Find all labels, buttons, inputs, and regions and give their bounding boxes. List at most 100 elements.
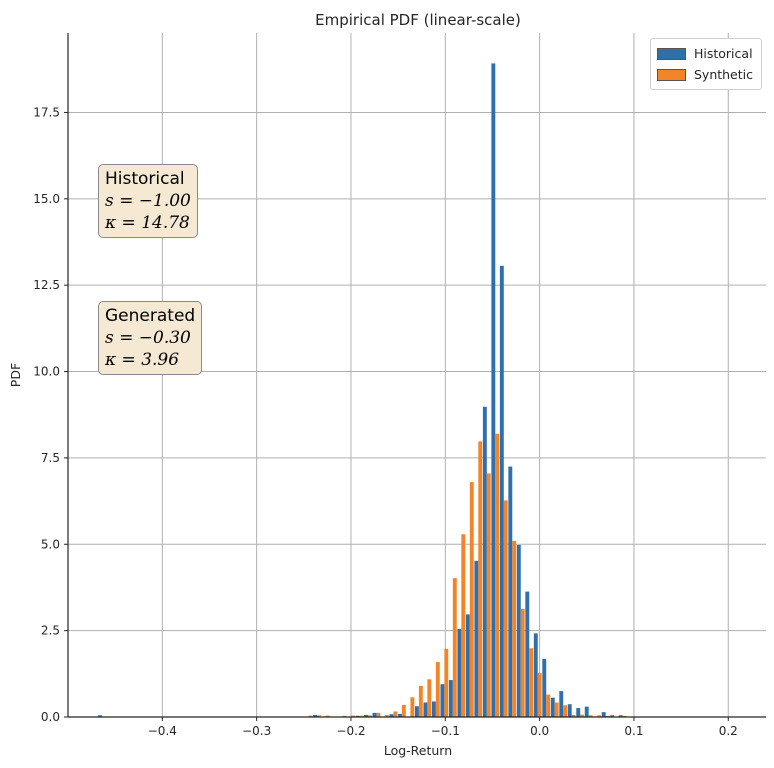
bar-historical <box>398 713 402 717</box>
bar-historical <box>474 560 479 717</box>
bar-synthetic <box>503 500 508 717</box>
bar-synthetic <box>325 715 330 717</box>
bar-synthetic <box>444 648 449 717</box>
y-tick-label: 0.0 <box>41 710 60 724</box>
bar-historical <box>499 265 504 717</box>
annotation-generated-stats: Generated s = −0.30 κ = 3.96 <box>98 301 203 375</box>
bar-synthetic <box>537 673 542 717</box>
bar-synthetic <box>461 534 466 717</box>
x-tick-label: −0.2 <box>336 724 365 738</box>
annotation-historical-stats: Historical s = −1.00 κ = 14.78 <box>98 164 198 238</box>
bar-synthetic <box>546 694 551 717</box>
bar-historical <box>389 714 394 717</box>
bar-synthetic <box>580 714 585 717</box>
axes <box>64 33 766 721</box>
bar-historical <box>584 706 589 717</box>
bar-synthetic <box>495 433 500 717</box>
bar-historical <box>559 691 564 717</box>
y-axis-label: PDF <box>8 363 23 387</box>
bar-synthetic <box>393 711 398 717</box>
bar-synthetic <box>410 697 415 717</box>
bar-historical <box>601 712 606 717</box>
x-tick-label: 0.0 <box>530 724 549 738</box>
bar-historical <box>533 633 538 717</box>
y-tick-label: 15.0 <box>33 192 60 206</box>
bar-synthetic <box>588 715 593 717</box>
bar-historical <box>448 680 453 717</box>
legend-swatch-historical <box>656 47 686 60</box>
bar-historical <box>567 704 572 717</box>
legend-swatch-synthetic <box>656 68 686 81</box>
annotation-generated-kurtosis: κ = 3.96 <box>105 350 180 370</box>
x-axis-label: Log-Return <box>384 743 452 758</box>
bar-synthetic <box>367 715 372 717</box>
bar-synthetic <box>418 685 423 717</box>
bars <box>98 63 627 717</box>
bar-synthetic <box>563 705 568 717</box>
bar-historical <box>313 714 318 717</box>
bar-historical <box>525 591 530 717</box>
bar-historical <box>482 406 487 717</box>
bar-synthetic <box>376 712 381 717</box>
bar-historical <box>491 63 496 717</box>
annotation-generated-skew: s = −0.30 <box>105 328 191 348</box>
bar-historical <box>542 658 547 717</box>
bar-synthetic <box>597 715 602 717</box>
bar-historical <box>414 706 419 717</box>
bar-historical <box>610 715 615 717</box>
legend-item-historical: Historical <box>656 43 753 64</box>
y-tick-label: 7.5 <box>41 451 60 465</box>
bar-historical <box>431 701 436 717</box>
x-tick-label: −0.3 <box>242 724 271 738</box>
tick-labels: −0.4 −0.3 −0.2 −0.1 0.0 0.1 0.2 0.0 2.5 5.0 7.5 10.… <box>33 105 738 738</box>
bar-historical <box>372 712 377 717</box>
bar-synthetic <box>512 540 517 717</box>
bar-synthetic <box>469 482 474 717</box>
annotation-historical-kurtosis: κ = 14.78 <box>105 213 190 233</box>
y-tick-label: 5.0 <box>41 537 60 551</box>
bar-synthetic <box>520 608 525 717</box>
bar-synthetic <box>554 702 559 717</box>
bar-synthetic <box>350 715 355 717</box>
bar-synthetic <box>486 473 491 717</box>
bar-synthetic <box>384 714 389 717</box>
grid <box>68 33 766 718</box>
bar-historical <box>550 697 555 717</box>
bar-historical <box>465 614 470 717</box>
bar-historical <box>440 684 445 717</box>
bar-synthetic <box>529 648 534 717</box>
y-tick-label: 2.5 <box>41 624 60 638</box>
y-tick-label: 12.5 <box>33 278 60 292</box>
annotation-historical-title: Historical <box>105 169 185 189</box>
annotation-generated-title: Generated <box>105 306 196 326</box>
bar-historical <box>516 544 521 717</box>
bar-historical <box>423 702 428 717</box>
chart-title: Empirical PDF (linear-scale) <box>315 11 521 29</box>
bar-historical <box>457 628 462 717</box>
bar-historical <box>508 466 513 717</box>
x-tick-label: −0.1 <box>431 724 460 738</box>
y-tick-label: 17.5 <box>33 105 60 119</box>
x-tick-label: 0.1 <box>624 724 643 738</box>
bar-historical <box>618 715 623 717</box>
x-tick-label: 0.2 <box>719 724 738 738</box>
bar-synthetic <box>427 679 432 717</box>
legend-item-synthetic: Synthetic <box>656 64 753 85</box>
legend-label-synthetic: Synthetic <box>693 67 753 82</box>
x-tick-label: −0.4 <box>148 724 177 738</box>
legend: Historical Synthetic <box>649 38 762 90</box>
annotation-historical-skew: s = −1.00 <box>105 191 191 211</box>
bar-synthetic <box>435 662 440 717</box>
bar-historical <box>98 715 102 717</box>
bar-synthetic <box>317 715 321 717</box>
bar-synthetic <box>452 578 457 717</box>
legend-label-historical: Historical <box>693 46 753 61</box>
bar-historical <box>364 714 368 717</box>
bar-synthetic <box>308 715 313 717</box>
bar-synthetic <box>478 441 483 717</box>
bar-synthetic <box>571 714 576 717</box>
bar-historical <box>576 708 581 717</box>
y-tick-label: 10.0 <box>33 365 60 379</box>
